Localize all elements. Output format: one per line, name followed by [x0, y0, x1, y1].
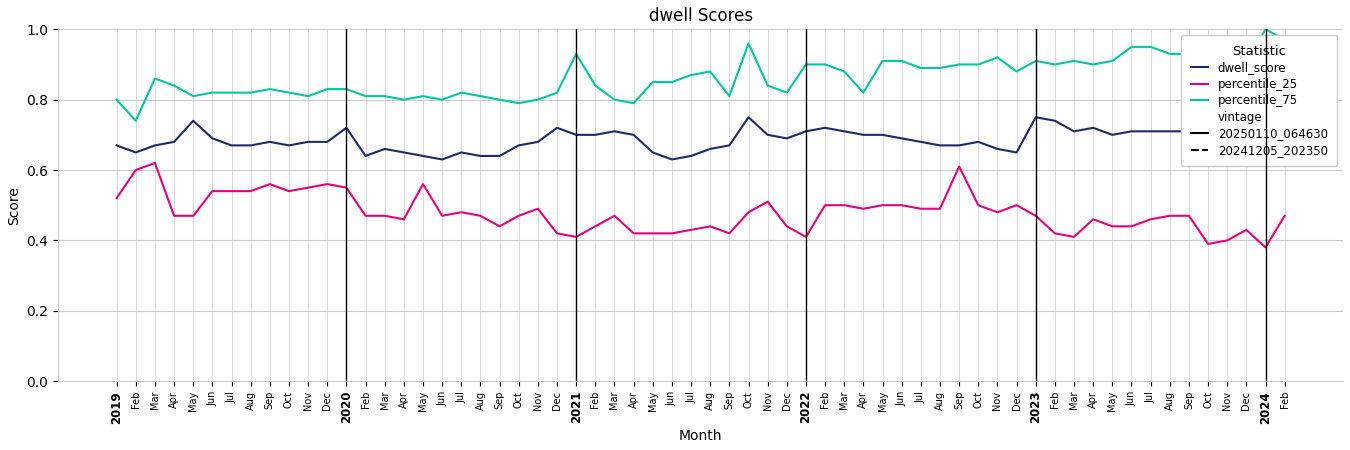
Title: dwell Scores: dwell Scores	[648, 7, 753, 25]
Legend: dwell_score, percentile_25, percentile_75, vintage, 20250110_064630, 20241205_20: dwell_score, percentile_25, percentile_7…	[1181, 35, 1336, 166]
X-axis label: Month: Month	[679, 429, 722, 443]
Y-axis label: Score: Score	[7, 186, 22, 225]
